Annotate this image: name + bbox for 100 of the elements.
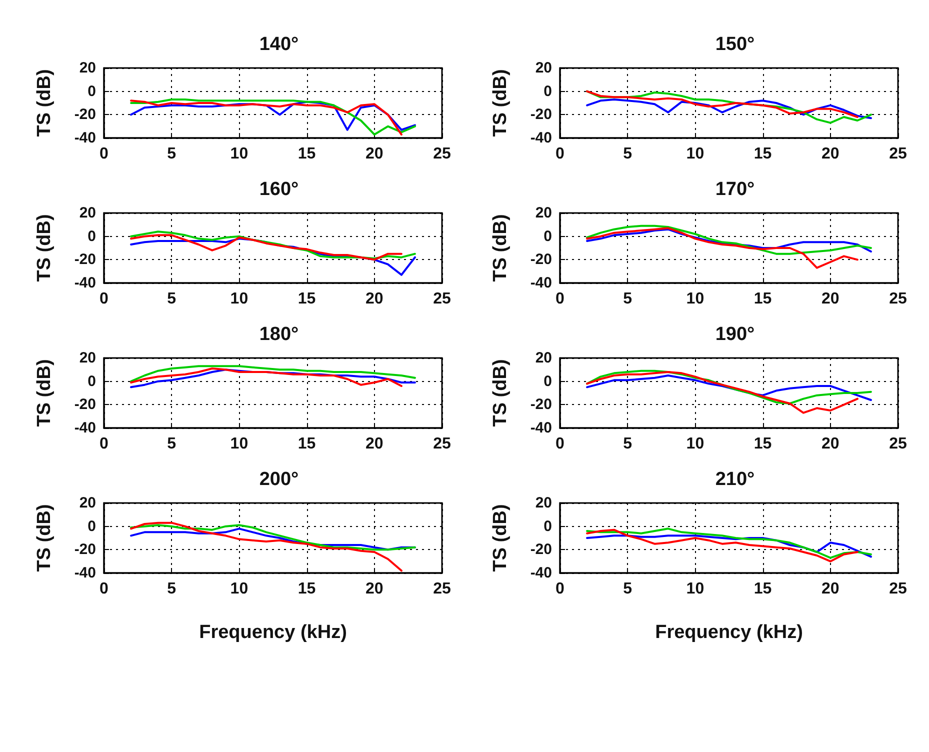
x-tick-label: 10 [230, 436, 248, 452]
x-tick-label: 5 [167, 146, 176, 162]
x-tick-label: 5 [623, 580, 632, 598]
x-tick-label: 0 [556, 290, 565, 308]
x-axis-title: Frequency (kHz) [655, 622, 803, 643]
y-tick-label: -20 [74, 396, 96, 414]
y-tick-label: -40 [74, 130, 96, 146]
x-tick-label: 0 [556, 146, 565, 162]
x-tick-label: 15 [754, 146, 772, 162]
y-tick-label: 0 [88, 372, 96, 390]
x-tick-label: 25 [889, 436, 907, 452]
x-tick-label: 25 [889, 146, 907, 162]
line-series [130, 230, 416, 260]
x-tick-label: 0 [556, 436, 565, 452]
line-series [586, 528, 872, 559]
x-tick-label: 10 [230, 580, 248, 598]
chart-title: 210° [715, 469, 755, 490]
x-tick-label: 20 [822, 146, 840, 162]
y-axis-title: TS (dB) [34, 359, 55, 427]
x-tick-label: 10 [686, 580, 704, 598]
x-tick-label: 10 [230, 146, 248, 162]
y-tick-label: -20 [74, 541, 96, 558]
y-axis-title: TS (dB) [34, 69, 55, 137]
y-tick-label: -40 [74, 564, 96, 582]
y-tick-label: -40 [530, 274, 552, 292]
x-tick-label: 0 [100, 290, 109, 308]
chart-title: 170° [715, 179, 755, 200]
chart-title: 200° [259, 469, 299, 490]
y-tick-label: -40 [530, 420, 552, 436]
x-tick-label: 20 [366, 290, 384, 308]
y-tick-label: 20 [535, 350, 552, 366]
chart-title: 160° [259, 179, 299, 200]
y-tick-label: 20 [79, 60, 96, 76]
y-tick-label: 0 [544, 518, 552, 535]
x-tick-label: 20 [822, 436, 840, 452]
y-tick-label: 20 [535, 60, 552, 76]
x-tick-label: 25 [433, 290, 451, 308]
line-series [586, 528, 858, 562]
y-tick-label: 20 [79, 350, 96, 366]
x-tick-label: 25 [433, 436, 451, 452]
x-tick-label: 25 [433, 580, 451, 598]
y-tick-label: -20 [530, 251, 552, 268]
x-tick-label: 0 [556, 580, 565, 598]
x-tick-label: 20 [366, 146, 384, 162]
x-tick-label: 15 [298, 580, 316, 598]
y-tick-label: 0 [544, 228, 552, 245]
x-tick-label: 10 [230, 290, 248, 308]
y-tick-label: -40 [74, 420, 96, 436]
x-tick-label: 10 [686, 436, 704, 452]
x-tick-label: 20 [366, 580, 384, 598]
x-tick-label: 0 [100, 580, 109, 598]
chart-title: 150° [715, 34, 755, 55]
y-tick-label: 20 [535, 494, 552, 512]
y-tick-label: -20 [530, 106, 552, 124]
x-tick-label: 5 [623, 436, 632, 452]
y-tick-label: 20 [535, 204, 552, 222]
x-tick-label: 15 [298, 436, 316, 452]
line-series [586, 370, 872, 404]
line-series [586, 374, 872, 401]
y-tick-label: 0 [544, 372, 552, 390]
y-axis-title: TS (dB) [490, 359, 511, 427]
x-axis-title: Frequency (kHz) [199, 622, 347, 643]
y-axis-title: TS (dB) [490, 69, 511, 137]
line-series [130, 365, 416, 382]
line-series [130, 522, 402, 572]
x-tick-label: 10 [686, 146, 704, 162]
x-tick-label: 25 [889, 580, 907, 598]
line-series [130, 368, 402, 387]
x-tick-label: 0 [100, 146, 109, 162]
y-tick-label: -40 [74, 274, 96, 292]
y-axis-title: TS (dB) [34, 214, 55, 282]
y-tick-label: -20 [74, 251, 96, 268]
x-tick-label: 15 [298, 146, 316, 162]
line-series [586, 534, 872, 558]
x-tick-label: 20 [822, 580, 840, 598]
line-series [586, 227, 858, 269]
x-tick-label: 25 [433, 146, 451, 162]
x-tick-label: 15 [754, 436, 772, 452]
x-tick-label: 15 [298, 290, 316, 308]
x-tick-label: 5 [167, 436, 176, 452]
x-tick-label: 5 [623, 290, 632, 308]
x-tick-label: 15 [754, 580, 772, 598]
y-tick-label: 0 [544, 82, 552, 100]
y-axis-title: TS (dB) [34, 504, 55, 572]
x-tick-label: 20 [366, 436, 384, 452]
y-tick-label: 20 [79, 204, 96, 222]
chart-title: 140° [259, 34, 299, 55]
y-tick-label: -40 [530, 130, 552, 146]
y-tick-label: -20 [74, 106, 96, 124]
y-tick-label: 0 [88, 228, 96, 245]
y-tick-label: 0 [88, 82, 96, 100]
line-series [130, 234, 402, 261]
y-tick-label: 20 [79, 494, 96, 512]
y-axis-title: TS (dB) [490, 504, 511, 572]
x-tick-label: 10 [686, 290, 704, 308]
chart-title: 190° [715, 324, 755, 345]
chart-title: 180° [259, 324, 299, 345]
y-tick-label: 0 [88, 518, 96, 535]
line-series [586, 98, 872, 120]
x-tick-label: 0 [100, 436, 109, 452]
